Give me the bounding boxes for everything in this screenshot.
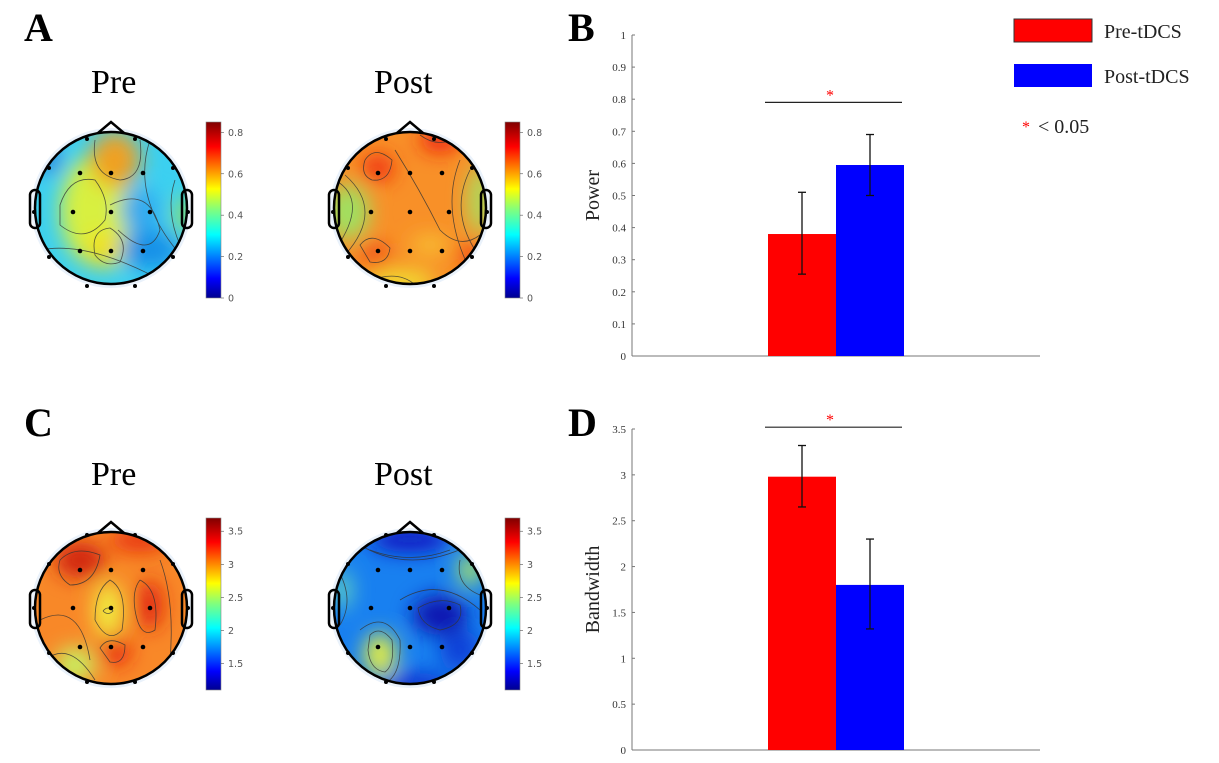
y-tick-label: 0.7 <box>612 126 626 138</box>
topomap-c-pre <box>28 520 194 688</box>
colorbar-tick-label: 0 <box>228 294 234 305</box>
y-axis-label: Power <box>582 170 604 221</box>
colorbar-tick-label: 0.4 <box>527 211 542 222</box>
significance-star: * <box>826 87 834 104</box>
topomap-a-post <box>327 120 493 288</box>
y-tick-label: 3.5 <box>612 424 626 436</box>
y-tick-label: 1 <box>621 653 627 665</box>
y-tick-label: 1.5 <box>612 607 626 619</box>
topo-c-post-title: Post <box>374 456 433 493</box>
colorbar-gradient <box>504 517 521 691</box>
y-tick-label: 0.4 <box>612 223 626 235</box>
y-tick-label: 0.8 <box>612 94 626 106</box>
colorbar-tick-label: 3.5 <box>527 527 542 538</box>
y-tick-label: 0.2 <box>612 287 626 299</box>
colorbar-tick-label: 2 <box>228 626 234 637</box>
colorbar-c-pre: 3.5 3 2.5 2 1.5 <box>205 517 243 691</box>
panel-label-a: A <box>24 5 53 50</box>
bar-chart-d: 0 0.5 1 1.5 2 2.5 3 3.5 Bandwidth * <box>582 412 1040 757</box>
y-tick-label: 0.3 <box>612 255 626 267</box>
y-tick-label: 0.5 <box>612 699 626 711</box>
colorbar-tick-label: 2 <box>527 626 533 637</box>
y-tick-label: 0 <box>621 351 627 363</box>
colorbar-tick-label: 0.4 <box>228 211 243 222</box>
colorbar-c-post: 3.5 3 2.5 2 1.5 <box>504 517 542 691</box>
colorbar-tick-label: 2.5 <box>527 593 542 604</box>
y-tick-label: 2 <box>621 562 627 574</box>
colorbar-gradient <box>205 121 222 299</box>
colorbar-tick-label: 3 <box>527 560 533 571</box>
legend-label-pre: Pre-tDCS <box>1104 21 1182 43</box>
topo-c-pre-title: Pre <box>91 456 137 493</box>
panel-label-b: B <box>568 5 595 50</box>
legend-swatch-post <box>1014 64 1092 87</box>
colorbar-tick-label: 0 <box>527 294 533 305</box>
colorbar-tick-label: 0.2 <box>527 252 542 263</box>
bar-pre-tdcs <box>768 476 836 750</box>
colorbar-tick-label: 3 <box>228 560 234 571</box>
y-tick-label: 1 <box>621 30 627 42</box>
significance-symbol: * <box>1022 119 1030 136</box>
legend: Pre-tDCS Post-tDCS * < 0.05 <box>1013 18 1190 138</box>
y-tick-label: 0.6 <box>612 158 626 170</box>
colorbar-gradient <box>504 121 521 299</box>
colorbar-a-pre: 0.8 0.6 0.4 0.2 0 <box>205 121 243 305</box>
topomap-c-post <box>327 520 493 688</box>
colorbar-gradient <box>205 517 222 691</box>
bar-chart-b: 0 0.1 0.2 0.3 0.4 0.5 0.6 0.7 0.8 0.9 1 Power * <box>582 30 1040 363</box>
significance-star: * <box>826 412 834 429</box>
y-axis-label: Bandwidth <box>582 546 604 634</box>
topomap-a-pre <box>28 120 194 288</box>
legend-swatch-pre <box>1013 18 1093 43</box>
colorbar-tick-label: 0.8 <box>228 128 243 139</box>
colorbar-tick-label: 0.8 <box>527 128 542 139</box>
colorbar-tick-label: 0.2 <box>228 252 243 263</box>
significance-label: < 0.05 <box>1038 116 1089 138</box>
topo-a-post-title: Post <box>374 64 433 101</box>
colorbar-tick-label: 3.5 <box>228 527 243 538</box>
panel-label-d: D <box>568 400 597 445</box>
legend-label-post: Post-tDCS <box>1104 66 1190 88</box>
y-tick-label: 0.9 <box>612 62 626 74</box>
y-tick-label: 3 <box>621 470 627 482</box>
y-tick-label: 2.5 <box>612 516 626 528</box>
y-tick-label: 0.5 <box>612 191 626 203</box>
colorbar-a-post: 0.8 0.6 0.4 0.2 0 <box>504 121 542 305</box>
colorbar-tick-label: 0.6 <box>228 169 243 180</box>
topo-a-pre-title: Pre <box>91 64 137 101</box>
colorbar-tick-label: 0.6 <box>527 169 542 180</box>
y-tick-label: 0.1 <box>612 319 626 331</box>
y-tick-label: 0 <box>621 745 627 757</box>
colorbar-tick-label: 1.5 <box>228 659 243 670</box>
panel-label-c: C <box>24 400 53 445</box>
colorbar-tick-label: 2.5 <box>228 593 243 604</box>
colorbar-tick-label: 1.5 <box>527 659 542 670</box>
bar-post-tdcs <box>836 165 904 356</box>
